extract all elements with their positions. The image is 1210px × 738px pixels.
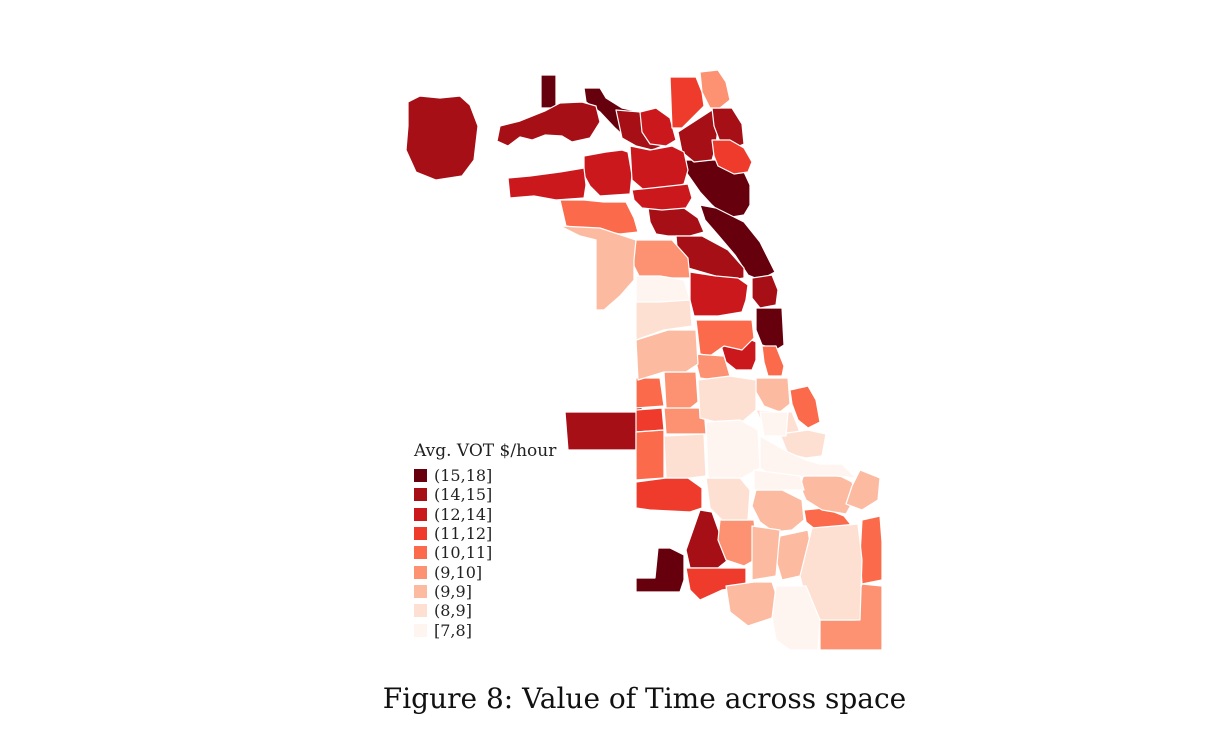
legend-label: (9,10] (434, 562, 483, 582)
community-area (751, 274, 779, 309)
community-area (759, 411, 789, 437)
legend-item: (15,18] (414, 466, 556, 485)
community-area (699, 69, 731, 109)
community-area (845, 469, 881, 511)
legend-swatch (414, 546, 427, 560)
community-area (647, 207, 705, 237)
legend-swatch (414, 527, 427, 541)
community-area (663, 371, 699, 411)
community-area (629, 145, 689, 193)
community-area (564, 379, 645, 451)
community-area (635, 329, 699, 381)
community-area (639, 107, 677, 147)
community-area (751, 489, 805, 533)
legend-item: (12,14] (414, 505, 556, 524)
legend-item: (10,11] (414, 543, 556, 562)
community-area (761, 345, 785, 377)
legend-items: (15,18] (14,15] (12,14] (11,12] (10,11] (9,10… (414, 466, 556, 640)
figure-caption: Figure 8: Value of Time across space (382, 682, 907, 715)
community-area (663, 433, 707, 479)
legend-label: (12,14] (434, 504, 493, 524)
community-area (711, 139, 753, 175)
legend-swatch (414, 488, 427, 502)
community-area (689, 271, 749, 317)
legend-swatch (414, 584, 427, 598)
community-area (507, 167, 587, 201)
community-area (771, 585, 821, 651)
community-area (697, 375, 757, 423)
legend-label: (9,9] (434, 581, 472, 601)
community-area (635, 477, 703, 513)
community-area (405, 95, 479, 181)
community-area (705, 419, 761, 479)
community-area (789, 385, 821, 429)
legend-item: (14,15] (414, 485, 556, 504)
legend-item: (9,9] (414, 582, 556, 601)
community-area (685, 509, 729, 569)
community-area (540, 74, 557, 109)
community-area (635, 275, 691, 303)
community-area (496, 101, 601, 147)
legend-swatch (414, 565, 427, 579)
legend-label: (8,9] (434, 601, 472, 621)
community-area (635, 407, 665, 433)
legend-item: (9,10] (414, 562, 556, 582)
community-area (635, 377, 665, 409)
community-area (717, 519, 759, 567)
community-area (635, 547, 685, 593)
legend-swatch (414, 604, 427, 618)
community-area (725, 581, 779, 627)
community-area (635, 429, 665, 481)
legend-swatch (414, 623, 427, 637)
legend-label: (15,18] (434, 466, 493, 486)
community-area (669, 76, 705, 129)
community-area (753, 469, 805, 491)
legend-swatch (414, 469, 427, 483)
community-area (859, 515, 883, 585)
community-area (631, 183, 693, 211)
legend-item: [7,8] (414, 620, 556, 640)
community-area (799, 473, 857, 515)
community-area (751, 525, 781, 581)
map-legend: Avg. VOT $/hour (15,18] (14,15] (12,14] (11… (414, 440, 556, 640)
legend-item: (11,12] (414, 524, 556, 543)
community-area (755, 307, 785, 351)
legend-label: [7,8] (434, 620, 472, 640)
community-area (799, 523, 863, 621)
legend-item: (8,9] (414, 601, 556, 620)
legend-swatch (414, 507, 427, 521)
legend-label: (10,11] (434, 543, 493, 563)
community-area (583, 149, 633, 197)
legend-title: Avg. VOT $/hour (414, 441, 557, 461)
legend-label: (14,15] (434, 485, 493, 505)
community-area (755, 377, 791, 413)
legend-label: (11,12] (434, 524, 493, 544)
community-area (559, 225, 637, 311)
